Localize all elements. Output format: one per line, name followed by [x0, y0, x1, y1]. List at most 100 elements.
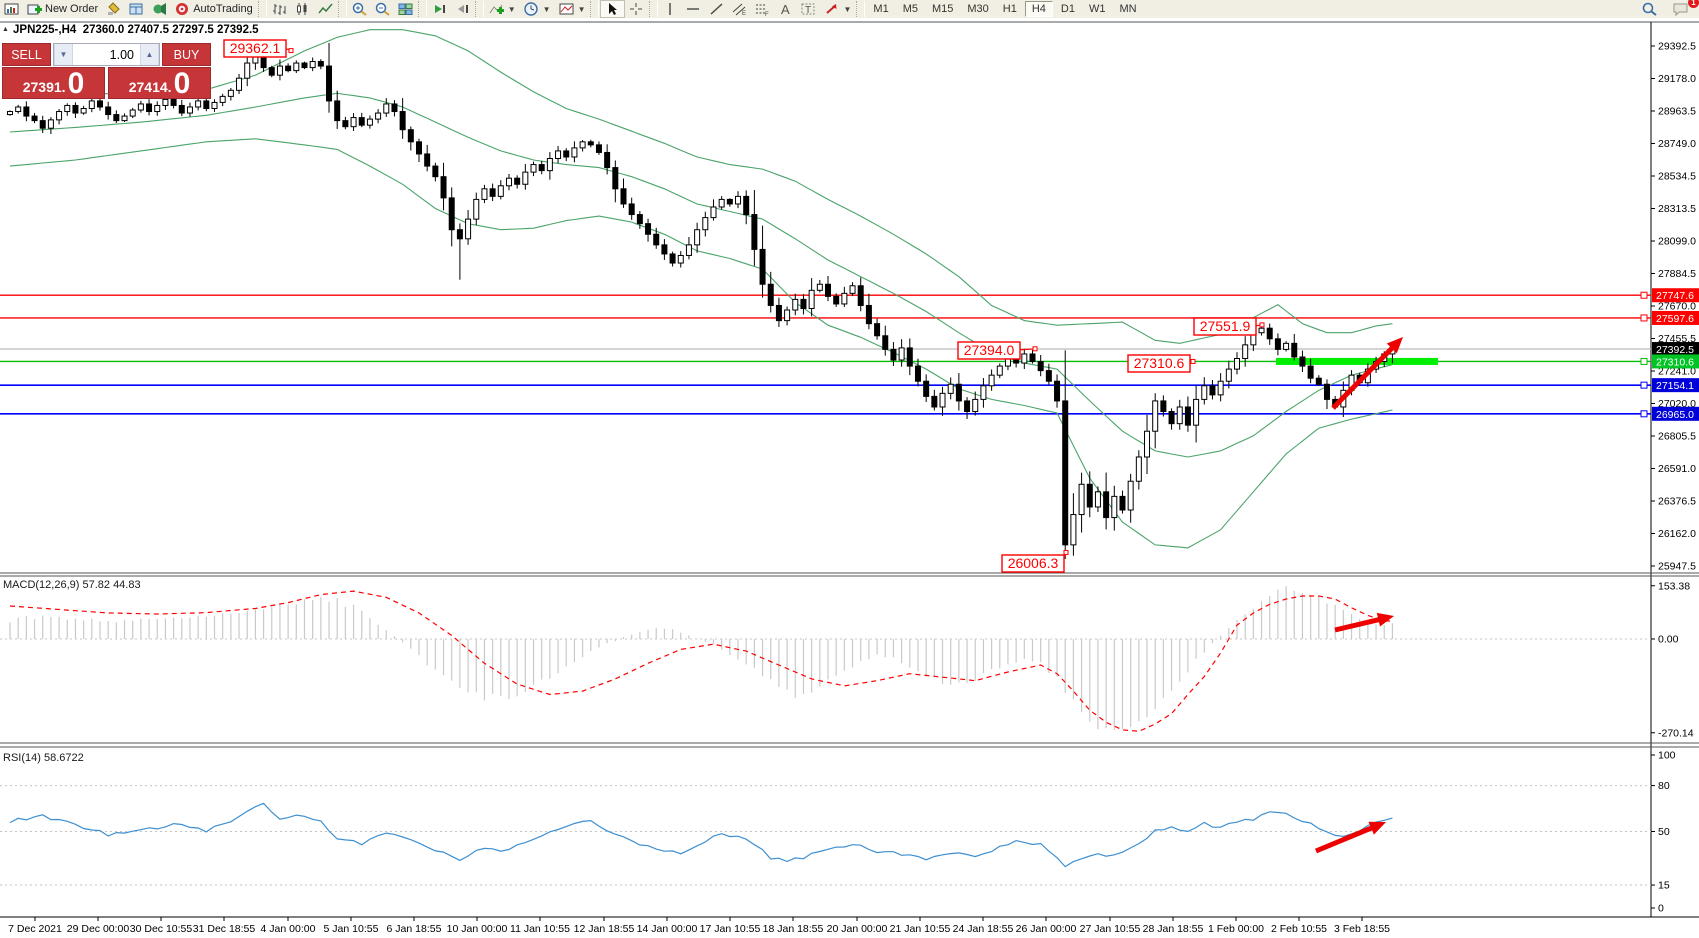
- candle-body: [800, 298, 807, 309]
- fibonacci-button[interactable]: F: [751, 1, 774, 17]
- chart-shift-icon: [457, 5, 468, 13]
- tab-m15[interactable]: M15: [931, 3, 954, 15]
- buy-price-display[interactable]: 27414 . 0: [108, 67, 211, 99]
- profiles-button[interactable]: [125, 1, 148, 17]
- text-button[interactable]: A: [774, 1, 797, 17]
- rsi-scale-label: 0: [1658, 903, 1664, 915]
- support-zone[interactable]: [1276, 357, 1438, 365]
- styler-button[interactable]: [102, 1, 125, 17]
- price-callout[interactable]: 29362.1: [223, 39, 294, 58]
- templates-button[interactable]: ▼: [555, 1, 590, 17]
- price-callout[interactable]: 26006.3: [1001, 549, 1069, 573]
- chart-area[interactable]: 29362.1 27394.0 27310.6 27551.9 26006.3 29392…: [0, 18, 1699, 938]
- time-axis-label: 10 Jan 00:00: [447, 923, 508, 935]
- tab-mn[interactable]: MN: [1119, 3, 1137, 15]
- sell-price-display[interactable]: 27391 . 0: [2, 67, 105, 99]
- text-label-button[interactable]: T: [797, 1, 820, 17]
- candle-body: [186, 106, 193, 114]
- candle-body: [898, 347, 905, 361]
- indicators-button[interactable]: ▼: [485, 1, 520, 17]
- sell-button[interactable]: SELL: [2, 43, 51, 66]
- price-badge-text: 27154.1: [1656, 380, 1694, 392]
- buy-button[interactable]: BUY: [162, 43, 211, 66]
- price-axis-label: 28749.0: [1658, 138, 1696, 150]
- line-handle[interactable]: [1640, 357, 1648, 365]
- candle-body: [743, 195, 750, 216]
- time-axis-label: 5 Jan 10:55: [324, 923, 379, 935]
- chart-background[interactable]: [0, 18, 1699, 938]
- zoom-out-button[interactable]: [371, 1, 394, 17]
- autotrading-button[interactable]: AutoTrading: [171, 1, 257, 17]
- candle-body: [1054, 380, 1061, 402]
- macd-pane[interactable]: [0, 586, 1651, 732]
- bar-chart-button[interactable]: [268, 1, 291, 17]
- tab-d1[interactable]: D1: [1060, 3, 1075, 15]
- candle-body: [146, 103, 153, 113]
- line-handle[interactable]: [1640, 381, 1648, 389]
- volume-field[interactable]: 1.00: [109, 47, 134, 62]
- line-handle[interactable]: [1640, 410, 1648, 418]
- vertical-line-button[interactable]: [659, 1, 682, 17]
- candle-body: [47, 119, 54, 129]
- tab-h4[interactable]: H4: [1024, 1, 1053, 17]
- candle-body: [555, 150, 562, 159]
- cursor-button[interactable]: [600, 0, 626, 18]
- rsi-scale-label: 50: [1658, 826, 1670, 838]
- main-pane[interactable]: [0, 29, 1651, 560]
- chart-shift-button[interactable]: [451, 1, 474, 17]
- price-callout[interactable]: 27394.0: [957, 341, 1038, 360]
- arrows-button[interactable]: ▼: [820, 1, 855, 17]
- new-order-button[interactable]: New Order: [23, 1, 102, 17]
- horizontal-line-button[interactable]: [682, 1, 705, 17]
- periods-button[interactable]: ▼: [520, 1, 555, 17]
- notifications-button[interactable]: 1: [1669, 0, 1699, 17]
- svg-text:F: F: [765, 12, 769, 16]
- alerts-button[interactable]: [148, 1, 171, 17]
- tab-m30[interactable]: M30: [967, 3, 989, 15]
- volume-increase-button[interactable]: ▲: [140, 44, 159, 65]
- price-axis-label: 28534.5: [1658, 171, 1696, 183]
- line-handle[interactable]: [1640, 314, 1648, 322]
- candle-body: [334, 100, 341, 122]
- tab-m5[interactable]: M5: [902, 3, 918, 15]
- chevron-down-icon: ▼: [843, 4, 852, 14]
- cursor-icon: [609, 3, 618, 15]
- auto-scroll-button[interactable]: [428, 1, 451, 17]
- price-badge: [1652, 288, 1699, 303]
- candle-body: [1045, 370, 1052, 382]
- tab-h1[interactable]: H1: [1002, 3, 1017, 15]
- line-chart-button[interactable]: [314, 1, 337, 17]
- tile-windows-button[interactable]: [394, 1, 417, 17]
- trend-arrow-main[interactable]: [1331, 337, 1403, 410]
- one-click-panel: SELL ▼ 1.00 ▲ BUY 27391 . 0 27414 . 0: [2, 43, 211, 99]
- equidistant-channel-button[interactable]: E: [728, 1, 751, 17]
- price-badge-text: 27597.6: [1656, 313, 1694, 325]
- crosshair-button[interactable]: [625, 1, 648, 17]
- volume-decrease-button[interactable]: ▼: [54, 44, 73, 65]
- candle-body: [1119, 495, 1126, 511]
- arrow-head: [1376, 612, 1394, 627]
- price-callout[interactable]: 27310.6: [1127, 354, 1196, 373]
- price-badge-text: 27392.5: [1656, 344, 1694, 356]
- chart-window-icon[interactable]: [0, 1, 23, 17]
- trend-arrow-macd[interactable]: [1334, 612, 1394, 633]
- fibonacci-icon: F: [756, 4, 769, 16]
- trendline-button[interactable]: [705, 1, 728, 17]
- one-click-collapse-icon[interactable]: ▲: [2, 26, 9, 33]
- new-order-icon: [27, 4, 42, 15]
- candle-body: [407, 129, 414, 143]
- time-axis-label: 28 Jan 18:55: [1143, 923, 1204, 935]
- time-axis-label: 21 Jan 10:55: [890, 923, 951, 935]
- arrow-shaft: [1334, 616, 1383, 633]
- candle-body: [383, 103, 390, 114]
- tab-w1[interactable]: W1: [1088, 3, 1106, 15]
- vertical-line-icon: [669, 3, 672, 15]
- candlestick-chart-button[interactable]: [291, 1, 314, 17]
- candle-body: [1201, 385, 1208, 400]
- zoom-in-button[interactable]: [348, 1, 371, 17]
- search-button[interactable]: [1638, 1, 1661, 17]
- tab-m1[interactable]: M1: [873, 3, 889, 15]
- trend-arrow-rsi[interactable]: [1315, 821, 1386, 854]
- price-callout[interactable]: 27551.9: [1193, 317, 1265, 336]
- line-handle[interactable]: [1640, 291, 1648, 299]
